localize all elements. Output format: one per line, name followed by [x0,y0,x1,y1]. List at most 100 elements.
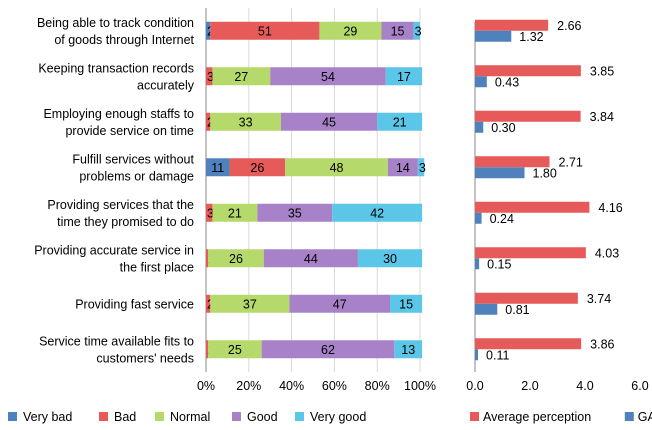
data-label: 3.86 [590,337,614,351]
data-label: 0.11 [486,348,509,362]
category-label: Keeping transaction records [38,61,194,75]
perception-bar [475,110,581,122]
category-label: time they promised to do [57,215,194,229]
bar-segment [417,158,425,177]
category-label: Providing fast service [75,297,194,311]
data-label: 44 [304,252,318,266]
bar-segment [381,21,414,40]
data-label: 2.71 [559,155,583,169]
category-label: accurately [137,78,195,92]
gap-bar [475,76,487,88]
bar-segment [206,112,211,131]
stacked-bar-chart: 0% 20% 40% 60% 80% 100% Being able to track co… [8,8,436,424]
category-label: the first place [120,260,194,274]
data-label: 4.16 [598,201,622,215]
category-label: Employing enough staffs to [43,107,194,121]
x-tick-label: 60% [322,379,347,393]
bar-segment [206,340,209,359]
bar-segment [280,112,378,131]
data-label: 35 [288,206,302,220]
category-label: Being able to track condition [37,16,194,30]
bar-segment [206,203,213,222]
bar-segment [210,294,290,313]
data-label: 1.80 [533,166,557,180]
data-label: 15 [399,297,413,311]
data-label: 62 [321,343,335,357]
bar-segment [377,112,423,131]
bar-segment [319,21,382,40]
perception-bar [475,338,582,350]
perception-gap-chart: 0.0 2.0 4.0 6.0 2.66 1.32 3.85 0.43 3.84 0.30 2.71… [466,19,652,424]
bar-segment [229,158,286,177]
perception-bar [475,65,581,77]
bar-segment [394,340,423,359]
data-label: 13 [401,343,415,357]
legend-label: GAF [638,410,652,424]
bar-segment [385,67,423,86]
bar-segment [206,21,211,40]
data-label: 0.15 [487,257,511,271]
data-label: 3 [415,24,422,38]
data-label: 21 [393,115,407,129]
legend-label: Very bad [23,410,72,424]
data-label: 0.81 [505,303,529,317]
legend-label: Average perception [483,410,591,424]
bar-segment [390,294,423,313]
bar-segment [387,158,418,177]
bar-segment [206,249,209,268]
data-label: 42 [370,206,384,220]
legend-label: Normal [170,410,210,424]
data-label: 45 [322,115,336,129]
legend-label: Bad [114,410,136,424]
data-label: 11 [211,161,224,175]
legend-swatch [295,412,304,421]
x-tick-label: 0.0 [466,379,483,393]
category-label: Providing accurate service in [34,243,194,257]
perception-bar [475,156,550,168]
data-label: 37 [243,297,257,311]
bar-segment [210,21,320,40]
bar-segment [261,340,395,359]
data-label: 25 [228,343,242,357]
data-label: 33 [239,115,253,129]
category-label: customers' needs [96,351,194,365]
data-label: 47 [333,297,347,311]
category-label: Providing services that the [47,198,194,212]
bar-segment [289,294,391,313]
data-label: 3.85 [590,64,614,78]
perception-bar [475,19,549,31]
x-tick-label: 6.0 [631,379,648,393]
gap-bar [475,258,480,270]
data-label: 3 [419,161,426,175]
data-label: 3.84 [590,110,614,124]
gap-bar [475,212,482,224]
bar-segment [270,67,386,86]
x-tick-label: 80% [365,379,390,393]
bar-segment [257,203,333,222]
data-label: 17 [397,70,411,84]
data-label: 2.66 [557,19,581,33]
gap-bar [475,349,479,361]
perception-bar [475,292,578,304]
bar-segment [285,158,388,177]
bar-segment [357,249,423,268]
data-label: 3.74 [587,292,611,306]
bar-segment [332,203,423,222]
category-label: of goods through Internet [54,33,194,47]
data-label: 4.03 [595,246,619,260]
data-label: 26 [229,252,243,266]
legend-swatch [470,412,479,421]
category-label: Service time available fits to [39,334,194,348]
data-label: 27 [234,70,248,84]
bar-segment [208,249,264,268]
data-label: 0.30 [491,121,515,135]
data-label: 3 [207,206,214,220]
data-label: 48 [330,161,344,175]
category-label: Fulfill services without [72,152,194,166]
bar-segment [413,21,420,40]
category-label: problems or damage [79,169,194,183]
bar-segment [212,67,271,86]
legend-swatch [232,412,241,421]
bar-segment [206,294,211,313]
